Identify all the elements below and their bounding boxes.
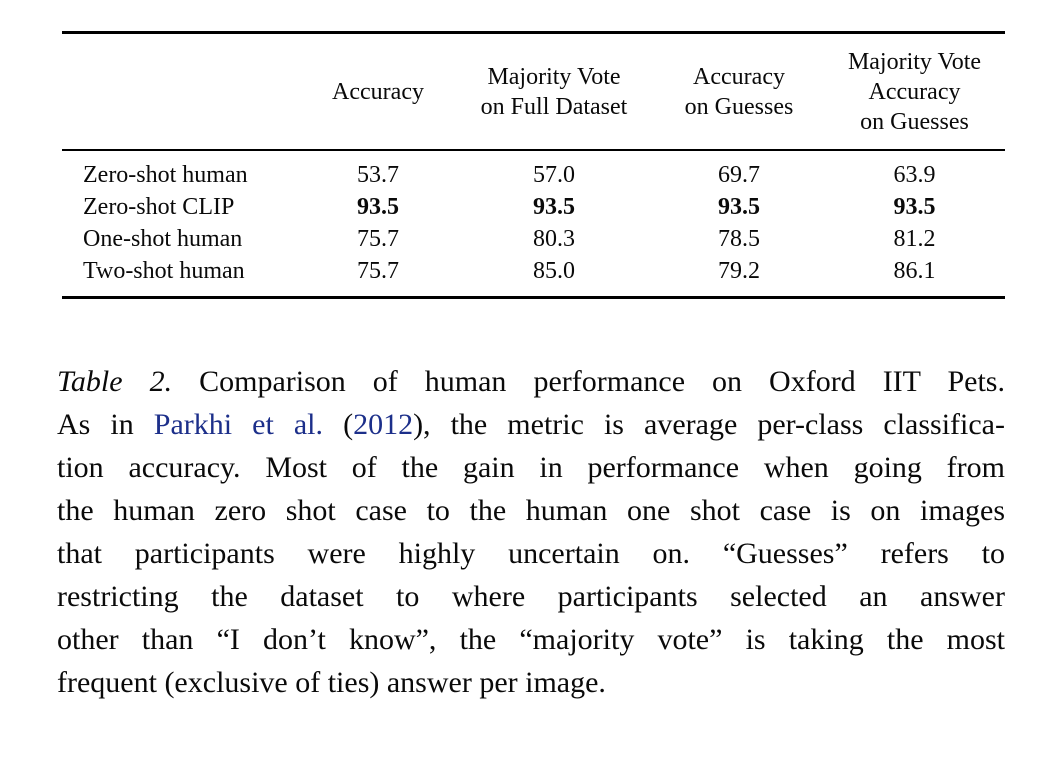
- column-header: Majority Vote on Full Dataset: [480, 63, 628, 120]
- cell-value: 93.5: [893, 194, 936, 220]
- cell-value: 93.5: [718, 194, 760, 220]
- caption-line: Table 2. Comparison of human performance…: [57, 360, 1005, 403]
- table-caption: Table 2. Comparison of human performance…: [57, 360, 1005, 704]
- caption-text: restricting the dataset to where partici…: [57, 580, 1005, 613]
- caption-line: frequent (exclusive of ties) answer per …: [57, 661, 1005, 704]
- caption-line: restricting the dataset to where partici…: [57, 575, 1005, 618]
- cell-value: 75.7: [357, 226, 399, 252]
- table-row: Zero-shot CLIP 93.5 93.5 93.5 93.5: [62, 191, 1005, 223]
- citation-link[interactable]: Parkhi et al.: [153, 408, 324, 441]
- results-table: Accuracy Majority Vote on Full Dataset Acc…: [62, 31, 1005, 299]
- caption-text: tion accuracy. Most of the gain in perfo…: [57, 451, 1005, 484]
- column-header: Accuracy: [332, 78, 424, 105]
- caption-text: that participants were highly uncertain …: [57, 537, 1005, 570]
- cell-value: 78.5: [718, 226, 760, 252]
- caption-line: that participants were highly uncertain …: [57, 532, 1005, 575]
- table-header-row: Accuracy Majority Vote on Full Dataset Acc…: [62, 34, 1005, 149]
- cell-value: 93.5: [357, 194, 399, 220]
- cell-value: 80.3: [533, 226, 575, 252]
- citation-link[interactable]: 2012: [353, 408, 414, 441]
- table-body: Zero-shot human 53.7 57.0 69.7 63.9 Zero-shot…: [62, 151, 1005, 296]
- cell-value: 79.2: [718, 258, 760, 284]
- caption-text: (: [323, 408, 354, 441]
- caption-text: As in: [57, 408, 154, 441]
- column-header: Majority Vote Accuracy on Guesses: [847, 48, 982, 135]
- cell-value: 63.9: [893, 162, 936, 188]
- caption-line: other than “I don’t know”, the “majority…: [57, 618, 1005, 661]
- row-label: Zero-shot human: [83, 162, 248, 188]
- caption-line: As in Parkhi et al. (2012), the metric i…: [57, 403, 1005, 446]
- cell-value: 81.2: [893, 226, 936, 252]
- caption-text: Comparison of human performance on Oxfor…: [172, 365, 1005, 398]
- column-header: Accuracy on Guesses: [684, 63, 794, 120]
- row-label: Two-shot human: [83, 258, 245, 284]
- cell-value: 69.7: [718, 162, 760, 188]
- table-bottom-rule: [62, 296, 1005, 299]
- caption-text: other than “I don’t know”, the “majority…: [57, 623, 1005, 656]
- caption-text: frequent (exclusive of ties) answer per …: [57, 666, 606, 699]
- cell-value: 57.0: [533, 162, 575, 188]
- table-row: Two-shot human 75.7 85.0 79.2 86.1: [62, 255, 1005, 287]
- caption-text: the human zero shot case to the human on…: [57, 494, 1005, 527]
- caption-line: the human zero shot case to the human on…: [57, 489, 1005, 532]
- caption-text: ), the metric is average per-class class…: [413, 408, 1005, 441]
- table-top-rule: [62, 31, 1005, 34]
- cell-value: 53.7: [357, 162, 399, 188]
- cell-value: 93.5: [533, 194, 575, 220]
- caption-label: Table 2.: [57, 365, 173, 398]
- cell-value: 75.7: [357, 258, 399, 284]
- table-row: Zero-shot human 53.7 57.0 69.7 63.9: [62, 159, 1005, 191]
- row-label: One-shot human: [83, 226, 243, 252]
- cell-value: 85.0: [533, 258, 575, 284]
- cell-value: 86.1: [893, 258, 936, 284]
- table-row: One-shot human 75.7 80.3 78.5 81.2: [62, 223, 1005, 255]
- caption-line: tion accuracy. Most of the gain in perfo…: [57, 446, 1005, 489]
- row-label: Zero-shot CLIP: [83, 194, 235, 220]
- table-mid-rule: [62, 149, 1005, 151]
